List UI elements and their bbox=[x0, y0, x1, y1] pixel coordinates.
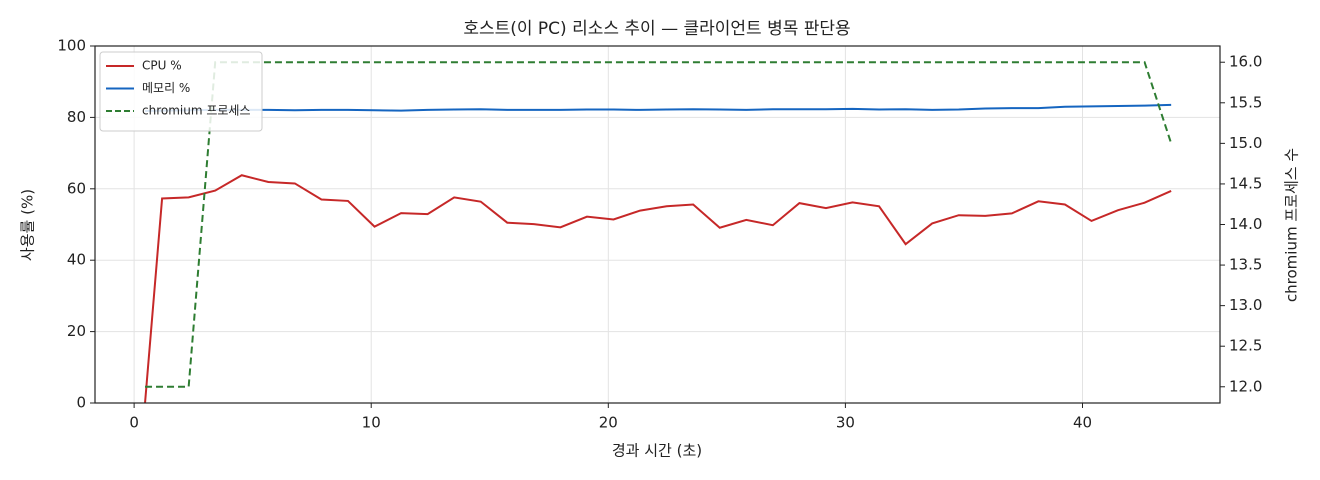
x-tick-label: 20 bbox=[599, 414, 618, 432]
y-tick-label: 20 bbox=[67, 322, 86, 340]
y-tick-label: 0 bbox=[76, 394, 86, 412]
legend-box bbox=[99, 51, 263, 132]
legend-label: chromium 프로세스 bbox=[142, 104, 251, 118]
series-line bbox=[145, 61, 1173, 388]
y2-axis-label: chromium 프로세스 수 bbox=[1283, 148, 1301, 302]
y2-tick-label: 13.5 bbox=[1229, 256, 1262, 274]
y2-tick-label: 16.0 bbox=[1229, 53, 1262, 71]
y2-tick-label: 13.0 bbox=[1229, 296, 1262, 314]
y-tick-label: 60 bbox=[67, 179, 86, 197]
plot-frame bbox=[94, 45, 1221, 404]
legend-label: CPU % bbox=[142, 59, 182, 73]
series-line bbox=[145, 103, 1172, 112]
y2-tick-label: 12.5 bbox=[1229, 337, 1262, 355]
y-tick-label: 80 bbox=[67, 108, 86, 126]
y2-tick-label: 12.0 bbox=[1229, 377, 1262, 395]
y-axis-label: 사용률 (%) bbox=[19, 189, 37, 261]
y2-tick-label: 15.0 bbox=[1229, 134, 1262, 152]
y-tick-label: 100 bbox=[57, 37, 86, 55]
x-axis-label: 경과 시간 (초) bbox=[612, 442, 702, 460]
x-tick-label: 40 bbox=[1073, 414, 1092, 432]
series-line bbox=[144, 174, 1172, 403]
chart-title: 호스트(이 PC) 리소스 추이 — 클라이언트 병목 판단용 bbox=[463, 19, 850, 39]
y2-tick-label: 15.5 bbox=[1229, 93, 1262, 111]
x-tick-label: 10 bbox=[362, 414, 381, 432]
x-tick-label: 30 bbox=[836, 414, 855, 432]
legend-label: 메모리 % bbox=[142, 81, 190, 95]
x-tick-label: 0 bbox=[129, 414, 139, 432]
y2-tick-label: 14.5 bbox=[1229, 174, 1262, 192]
y-tick-label: 40 bbox=[67, 251, 86, 269]
y2-tick-label: 14.0 bbox=[1229, 215, 1262, 233]
